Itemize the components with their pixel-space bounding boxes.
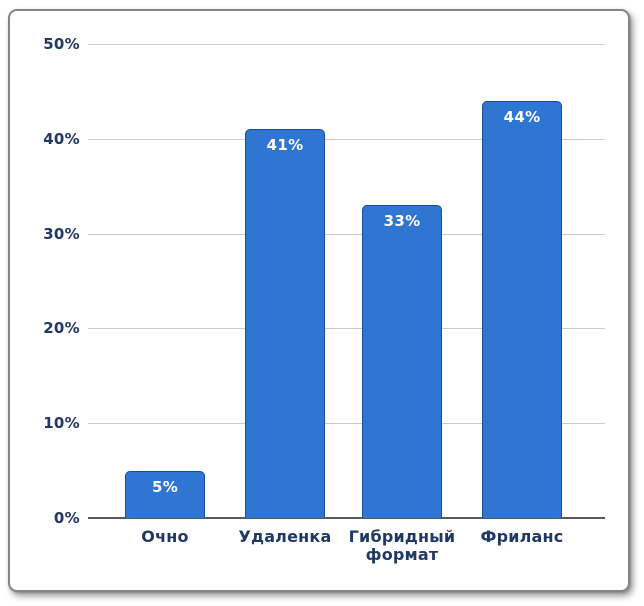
- bar-0: 5%: [125, 470, 205, 518]
- y-tick-label-30: 30%: [43, 224, 80, 243]
- bar-1: 41%: [245, 129, 325, 518]
- x-tick-label-1: Удаленка: [238, 527, 332, 546]
- bar-3: 44%: [482, 100, 562, 518]
- gridline-10pct: [88, 423, 605, 425]
- bar-value-label-3: 44%: [503, 107, 541, 126]
- gridline-40pct: [88, 138, 605, 140]
- gridline-30pct: [88, 233, 605, 235]
- gridline-20pct: [88, 328, 605, 330]
- bar-2: 33%: [362, 205, 442, 518]
- x-tick-label-0: Очно: [141, 527, 189, 546]
- x-tick-label-2: Гибридный формат: [348, 527, 456, 565]
- y-tick-label-10: 10%: [43, 414, 80, 433]
- y-tick-label-20: 20%: [43, 319, 80, 338]
- bar-value-label-1: 41%: [266, 136, 304, 155]
- bar-value-label-0: 5%: [151, 477, 179, 496]
- bar-value-label-2: 33%: [383, 212, 421, 231]
- y-tick-label-50: 50%: [43, 35, 80, 53]
- chart-frame: 0% 10% 20% 30% 40% 50% 5% Очно 41% Удаленка 33% Гиб…: [8, 9, 630, 592]
- y-tick-label-40: 40%: [43, 129, 80, 148]
- x-tick-label-3: Фриланс: [480, 527, 564, 546]
- x-axis-line: [88, 517, 605, 519]
- gridline-50pct: [88, 44, 605, 45]
- y-tick-label-0: 0%: [53, 509, 80, 527]
